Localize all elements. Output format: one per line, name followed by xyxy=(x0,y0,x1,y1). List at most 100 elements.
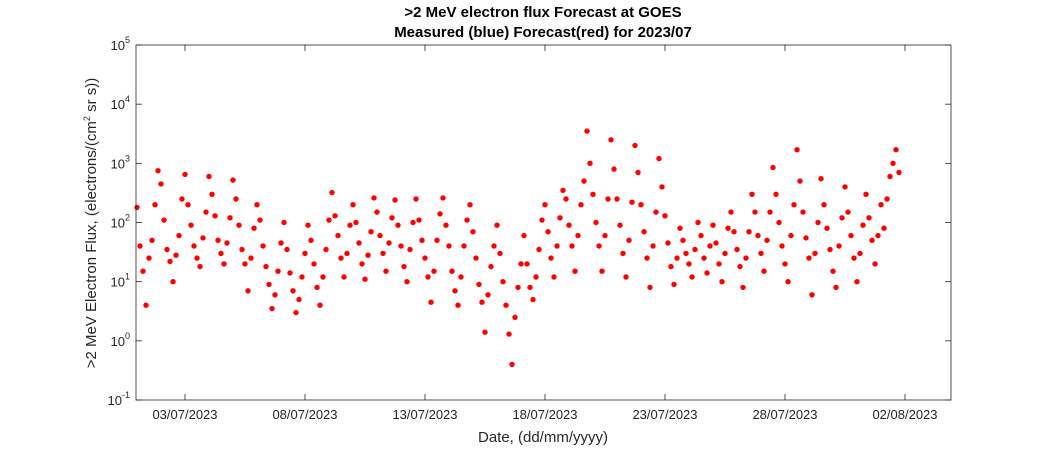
data-point xyxy=(257,217,263,223)
data-point xyxy=(287,270,293,276)
data-point xyxy=(419,237,425,243)
data-point xyxy=(785,279,791,285)
data-point xyxy=(485,292,491,298)
data-point xyxy=(365,252,371,258)
y-tick-label: 10-1 xyxy=(108,390,130,408)
data-point xyxy=(476,281,482,288)
data-point xyxy=(647,284,653,291)
data-point xyxy=(377,232,383,239)
data-point xyxy=(851,255,857,261)
data-point xyxy=(275,268,281,274)
data-point xyxy=(536,246,542,253)
data-point xyxy=(428,299,434,305)
data-point xyxy=(413,196,419,202)
data-point xyxy=(710,222,716,228)
data-point xyxy=(230,177,236,183)
data-point xyxy=(707,243,713,249)
data-point xyxy=(527,284,533,291)
data-point xyxy=(818,176,824,182)
data-point xyxy=(209,191,215,197)
x-axis-label: Date, (dd/mm/yyyy) xyxy=(478,429,608,446)
data-point xyxy=(890,160,896,166)
data-point xyxy=(188,222,194,228)
data-point xyxy=(557,215,563,221)
data-point xyxy=(173,252,179,258)
data-point xyxy=(158,181,164,187)
data-point xyxy=(416,217,422,223)
data-point xyxy=(653,209,659,215)
data-point xyxy=(494,222,500,228)
data-point xyxy=(866,215,872,221)
data-point xyxy=(533,274,539,280)
data-point xyxy=(245,288,251,294)
data-point xyxy=(794,147,800,153)
data-point xyxy=(440,195,446,201)
data-point xyxy=(737,263,743,270)
data-point xyxy=(281,219,287,226)
data-point xyxy=(782,261,788,267)
data-point xyxy=(854,279,860,285)
data-point xyxy=(326,217,332,223)
x-axis: 03/07/2023 08/07/2023 13/07/2023 18/07/2023… xyxy=(152,45,938,422)
data-point xyxy=(545,229,551,235)
data-point xyxy=(803,235,809,241)
data-point xyxy=(779,243,785,249)
data-point xyxy=(170,279,176,285)
data-point xyxy=(881,225,887,231)
y-tick-label: 104 xyxy=(111,94,130,112)
data-point xyxy=(683,250,689,257)
data-point xyxy=(692,246,698,253)
data-point xyxy=(452,288,458,294)
data-point xyxy=(314,284,320,291)
data-points xyxy=(134,128,902,368)
data-point xyxy=(827,246,833,253)
data-point xyxy=(860,222,866,228)
data-point xyxy=(254,202,260,208)
x-tick-label: 08/07/2023 xyxy=(272,407,337,422)
data-point xyxy=(269,305,275,312)
data-point xyxy=(260,243,266,249)
data-point xyxy=(884,196,890,202)
data-point xyxy=(431,268,437,274)
data-point xyxy=(746,229,752,235)
data-point xyxy=(722,250,728,257)
x-tick-label: 03/07/2023 xyxy=(152,407,217,422)
data-point xyxy=(542,202,548,208)
data-point xyxy=(677,225,683,231)
data-point xyxy=(146,255,152,261)
data-point xyxy=(548,255,554,261)
data-point xyxy=(524,261,530,267)
data-point xyxy=(437,211,443,217)
data-point xyxy=(293,309,299,316)
data-point xyxy=(641,229,647,235)
data-point xyxy=(353,219,359,226)
data-point xyxy=(332,213,338,219)
chart-title: >2 MeV electron flux Forecast at GOES xyxy=(404,4,681,21)
data-point xyxy=(464,217,470,223)
data-point xyxy=(398,243,404,249)
data-point xyxy=(182,171,188,178)
data-point xyxy=(815,219,821,226)
data-point xyxy=(320,274,326,280)
data-point xyxy=(515,284,521,291)
y-axis-label: >2 MeV Electron Flux, (electrons/(cm2 sr… xyxy=(82,78,100,369)
x-tick-label: 23/07/2023 xyxy=(632,407,697,422)
data-point xyxy=(335,232,341,239)
data-point xyxy=(776,219,782,226)
data-point xyxy=(887,173,893,180)
data-point xyxy=(518,261,524,267)
data-point xyxy=(767,209,773,215)
data-point xyxy=(176,232,182,239)
data-point xyxy=(251,225,257,231)
data-point xyxy=(383,268,389,274)
data-point xyxy=(644,255,650,261)
data-point xyxy=(701,255,707,261)
data-point xyxy=(224,240,230,246)
data-point xyxy=(800,209,806,215)
data-point xyxy=(893,147,899,153)
data-point xyxy=(299,274,305,280)
data-point xyxy=(443,222,449,228)
data-point xyxy=(266,281,272,288)
x-tick-label: 13/07/2023 xyxy=(392,407,457,422)
data-point xyxy=(674,255,680,261)
